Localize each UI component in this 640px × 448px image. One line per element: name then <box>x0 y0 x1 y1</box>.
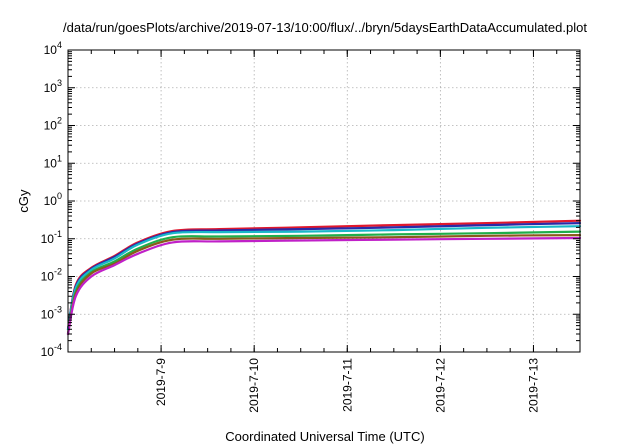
y-tick-label: 10-2 <box>41 267 62 284</box>
series-line <box>66 225 582 331</box>
series-layer <box>66 219 582 336</box>
series-line <box>66 234 582 336</box>
y-tick-label: 102 <box>44 116 62 133</box>
y-tick-label: 10-4 <box>41 342 62 359</box>
grid-layer <box>68 50 580 352</box>
series-line <box>66 236 582 336</box>
y-tick-label: 101 <box>44 153 62 170</box>
y-axis-label: cGy <box>16 189 31 213</box>
y-tick-label: 10-3 <box>41 304 62 321</box>
x-tick-label: 2019-7-12 <box>433 358 447 413</box>
x-tick-label: 2019-7-13 <box>526 358 540 413</box>
x-tick-label: 2019-7-9 <box>154 358 168 406</box>
y-tick-label: 104 <box>44 40 62 57</box>
y-tick-label: 10-1 <box>41 229 62 246</box>
x-axis-label: Coordinated Universal Time (UTC) <box>225 429 424 444</box>
chart-title: /data/run/goesPlots/archive/2019-07-13/1… <box>63 20 587 35</box>
x-tick-label: 2019-7-11 <box>340 358 354 412</box>
y-tick-label: 100 <box>44 191 62 208</box>
tick-layer: 10-4 10-3 10-2 10-1 100 101 102 103 104 2019-7-9 2… <box>41 40 581 413</box>
x-tick-label: 2019-7-10 <box>247 358 261 413</box>
y-tick-label: 103 <box>44 78 62 95</box>
